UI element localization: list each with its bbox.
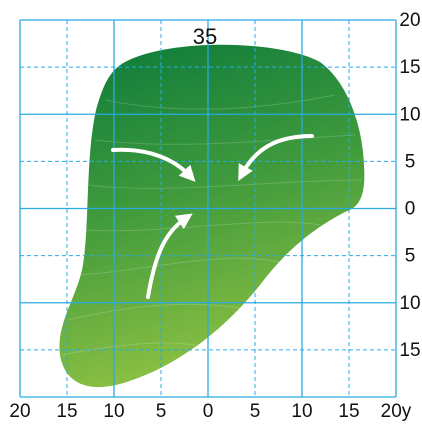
bottom-label: 10 [103,401,124,422]
depth-label: 35 [193,24,217,49]
green-diagram: 35 20 15 10 5 0 5 10 15 20y 20 15 10 5 0 5 10 15 [0,0,422,427]
right-label: 15 [399,340,420,361]
right-label: 10 [399,104,420,125]
bottom-label: 0 [203,401,214,422]
bottom-label: 15 [338,401,359,422]
right-label: 5 [405,246,416,267]
bottom-label: 20 [9,401,30,422]
right-label: 15 [399,57,420,78]
right-label: 10 [399,293,420,314]
green-shape [59,45,364,387]
right-label: 20 [399,10,420,31]
bottom-label: 5 [250,401,261,422]
right-label: 0 [405,199,416,220]
bottom-label: 20y [381,401,412,422]
page: {"depth_label": "35", "right_labels": ["… [0,0,422,427]
bottom-label: 10 [291,401,312,422]
right-label: 5 [405,151,416,172]
bottom-label: 5 [156,401,167,422]
bottom-label: 15 [56,401,77,422]
